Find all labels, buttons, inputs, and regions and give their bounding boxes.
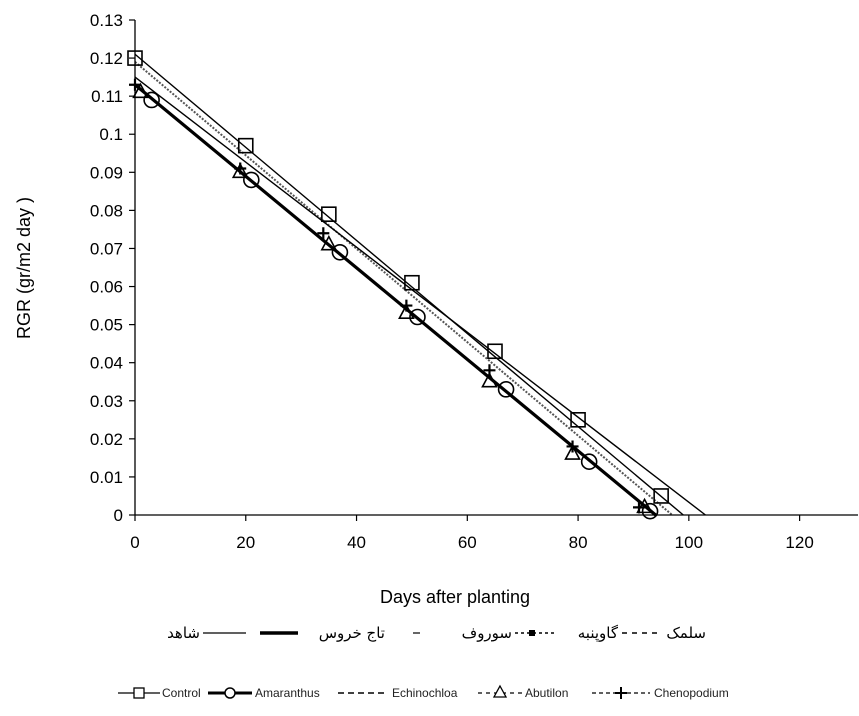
trendline <box>133 83 657 517</box>
legend-persian: شاهد تاج خروس سوروف گاوپنبه سلمک <box>167 624 706 643</box>
amaranthus-point <box>580 453 598 470</box>
abutilon-point <box>320 234 338 251</box>
abutilon-point <box>481 372 498 388</box>
x-tick-label: 0 <box>130 533 139 552</box>
axes <box>134 20 858 516</box>
y-tick-label: 0.09 <box>90 163 123 182</box>
y-tick-label: 0 <box>114 506 123 525</box>
y-tick-label: 0.01 <box>90 468 123 487</box>
abutilon-point <box>636 497 653 514</box>
y-tick-label: 0.11 <box>91 87 123 106</box>
x-tick-label: 80 <box>569 533 588 552</box>
y-tick-label: 0.06 <box>90 278 123 297</box>
trendline <box>134 53 684 516</box>
control-point <box>570 412 586 428</box>
y-tick-label: 0.02 <box>90 430 123 449</box>
x-tick-label: 20 <box>236 533 255 552</box>
abutilon-point <box>231 162 249 179</box>
chenopodium-point <box>566 440 579 453</box>
legend-label-control: Control <box>162 686 201 700</box>
y-tick-label: 0.07 <box>90 239 123 258</box>
legend-english: Control Amaranthus Echinochloa Abutilon … <box>118 684 729 700</box>
trendline <box>134 76 706 516</box>
y-tick-label: 0.03 <box>90 392 123 411</box>
x-tick-label: 60 <box>458 533 477 552</box>
amaranthus-point <box>143 91 160 109</box>
chenopodium-point <box>400 299 413 312</box>
y-tick-label: 0.05 <box>90 316 123 335</box>
y-tick-label: 0.13 <box>90 11 123 30</box>
legend-label-amaranthus-fa: تاج خروس <box>319 624 385 643</box>
plot-area <box>127 50 706 520</box>
legend-marker-chenopodium <box>615 687 627 699</box>
abutilon-point <box>132 82 149 99</box>
y-tick-label: 0.1 <box>99 125 123 144</box>
legend-label-chenopodium: Chenopodium <box>654 686 729 700</box>
x-tick-label: 120 <box>785 533 813 552</box>
legend-label-echinochloa: Echinochloa <box>392 686 458 700</box>
abutilon-point <box>398 303 415 319</box>
control-point <box>653 488 669 504</box>
chenopodium-point <box>483 364 496 377</box>
legend-label-control-fa: شاهد <box>167 624 200 642</box>
legend-marker-amaranthus <box>224 687 236 699</box>
amaranthus-point <box>641 502 659 520</box>
x-axis-title: Days after planting <box>380 587 530 607</box>
legend-label-echinochloa-fa: سوروف <box>462 624 512 642</box>
x-tick-labels: 0 20 40 60 80 100 120 <box>130 515 814 552</box>
control-point <box>487 343 503 360</box>
y-axis-title: RGR (gr/m2 day ) <box>14 197 34 339</box>
x-tick-label: 100 <box>675 533 703 552</box>
y-tick-label: 0.04 <box>90 354 123 373</box>
legend-marker-abutilon <box>492 684 508 698</box>
control-point <box>404 274 420 291</box>
chenopodium-point <box>633 501 645 514</box>
amaranthus-point <box>243 171 260 189</box>
amaranthus-point <box>331 243 349 261</box>
y-tick-label: 0.08 <box>90 201 123 220</box>
legend-label-chenopodium-fa: سلمک <box>666 624 706 642</box>
legend-label-abutilon-fa: گاوپنبه <box>578 624 619 643</box>
legend-label-amaranthus: Amaranthus <box>255 686 320 700</box>
y-tick-labels: 0 0.01 0.02 0.03 0.04 0.05 0.06 0.07 0.08 0.09 0.1… <box>90 11 135 525</box>
control-point <box>321 206 337 222</box>
chenopodium-point <box>234 162 247 175</box>
legend-marker-abutilon-fa <box>529 630 535 636</box>
x-tick-label: 40 <box>347 533 366 552</box>
trendline <box>134 61 673 516</box>
legend-label-abutilon: Abutilon <box>525 686 568 700</box>
legend-marker-control <box>133 687 145 699</box>
control-point <box>237 137 254 154</box>
y-tick-label: 0.12 <box>90 49 123 68</box>
chenopodium-point <box>317 227 330 240</box>
abutilon-point <box>564 444 581 460</box>
amaranthus-point <box>409 308 426 326</box>
amaranthus-point <box>497 381 515 398</box>
